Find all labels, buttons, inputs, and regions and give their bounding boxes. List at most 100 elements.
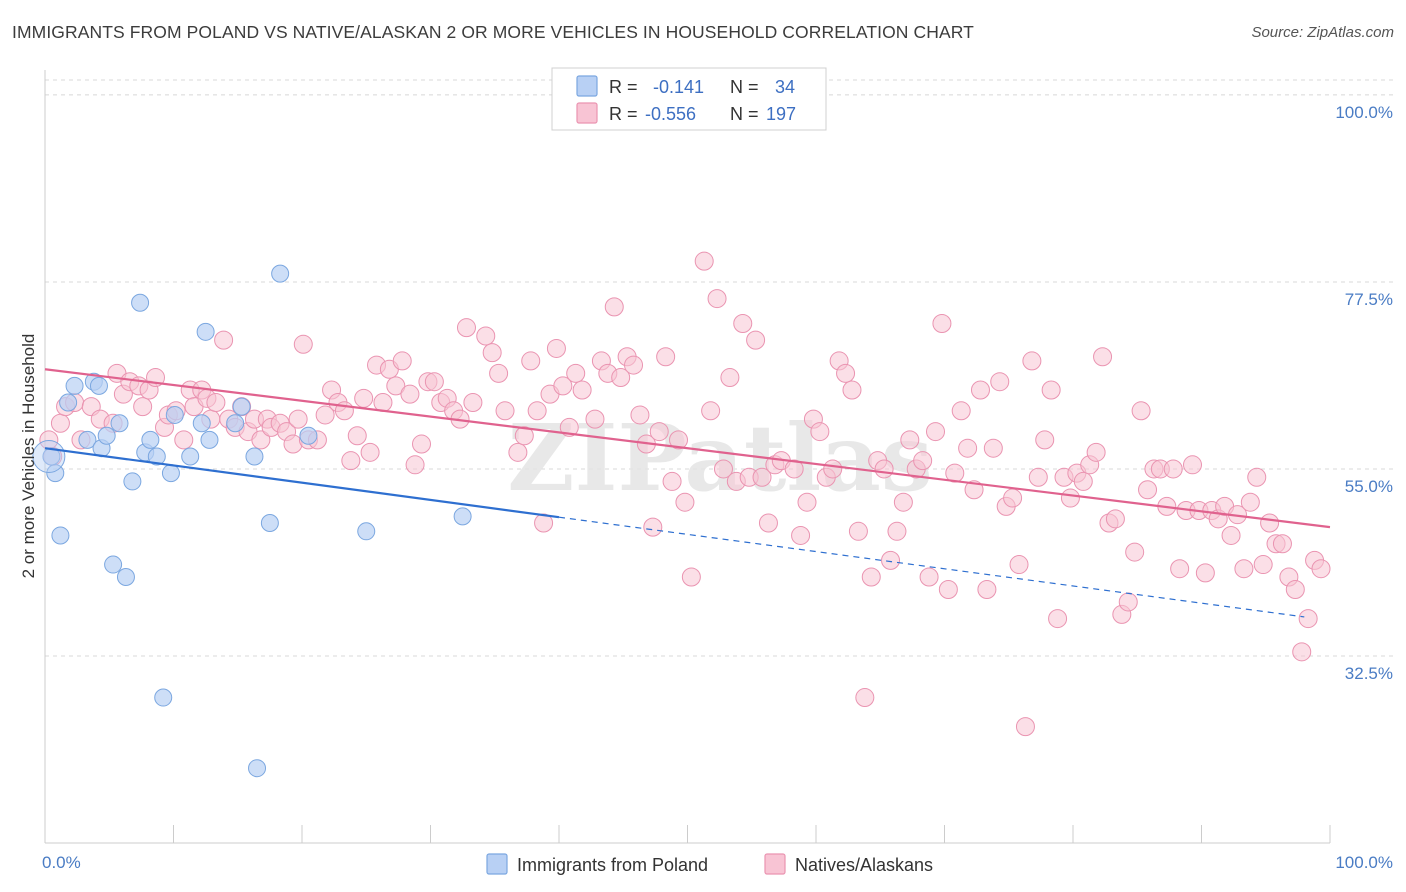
pink-point — [649, 422, 669, 442]
blue-point — [232, 397, 251, 416]
blue-point — [154, 688, 173, 707]
pink-point — [521, 351, 541, 371]
pink-point — [874, 459, 894, 479]
pink-point — [214, 330, 234, 350]
blue-point — [32, 440, 66, 473]
pink-point — [1048, 609, 1068, 629]
pink-point — [1311, 559, 1331, 579]
correlation-legend: R = -0.141 N = 34 R = -0.556 N = 197 — [551, 67, 827, 131]
blue-point — [104, 555, 123, 574]
pink-point — [1125, 542, 1145, 562]
pink-point — [133, 397, 153, 417]
tick-labels: 100.0% 77.5% 55.0% 32.5% 0.0% 100.0% — [42, 103, 1393, 872]
pink-point — [977, 579, 997, 599]
pink-point — [1131, 401, 1151, 421]
pink-point — [919, 567, 939, 587]
pink-point — [733, 314, 753, 334]
pink-point — [1118, 592, 1138, 612]
pink-point — [791, 525, 811, 545]
pink-point — [926, 422, 946, 442]
blue-point — [110, 414, 129, 433]
pink-point — [713, 459, 733, 479]
pink-point — [669, 430, 689, 450]
pink-point — [489, 363, 509, 383]
pink-point — [964, 480, 984, 500]
legend-n-label: N = — [730, 104, 759, 124]
pink-point — [456, 318, 476, 338]
pink-point — [887, 521, 907, 541]
pink-point — [315, 405, 335, 425]
pink-point — [970, 380, 990, 400]
legend-label-natives: Natives/Alaskans — [795, 855, 933, 875]
blue-point — [123, 472, 142, 491]
legend-r-value: -0.556 — [645, 104, 696, 124]
blue-point — [51, 526, 70, 545]
pink-point — [810, 422, 830, 442]
blue-point — [97, 426, 116, 445]
pink-point — [412, 434, 432, 454]
pink-point — [553, 376, 573, 396]
blue-point — [165, 405, 184, 424]
blue-point — [453, 507, 472, 526]
legend-swatch-blue — [486, 853, 508, 875]
chart-source: Source: ZipAtlas.com — [1251, 24, 1394, 41]
pink-point — [611, 368, 631, 388]
pink-point — [1003, 488, 1023, 508]
pink-point — [990, 372, 1010, 392]
y-axis-label: 2 or more Vehicles in Household — [19, 334, 38, 579]
pink-point — [848, 521, 868, 541]
pink-point — [1009, 555, 1029, 575]
y-tick-label: 55.0% — [1345, 477, 1393, 496]
pink-point — [463, 392, 483, 412]
pink-point — [354, 388, 374, 408]
pink-point — [424, 372, 444, 392]
trend-line-natives — [44, 368, 1331, 529]
blue-point — [59, 393, 78, 412]
blue-point — [196, 322, 215, 341]
legend-swatch-pink — [576, 102, 598, 124]
pink-point — [508, 442, 528, 462]
pink-point — [1170, 559, 1190, 579]
natives-alaskans-points — [39, 251, 1331, 737]
pink-point — [983, 438, 1003, 458]
pink-point — [951, 401, 971, 421]
pink-point — [1163, 459, 1183, 479]
pink-point — [400, 384, 420, 404]
blue-point — [192, 414, 211, 433]
pink-point — [1292, 642, 1312, 662]
pink-point — [50, 413, 70, 433]
x-tick-label: 0.0% — [42, 853, 81, 872]
pink-point — [1183, 455, 1203, 475]
blue-point — [147, 447, 166, 466]
pink-point — [1138, 480, 1158, 500]
legend-label-poland: Immigrants from Poland — [517, 855, 708, 875]
y-tick-label: 100.0% — [1335, 103, 1393, 122]
pink-point — [624, 355, 644, 375]
pink-point — [476, 326, 496, 346]
blue-point — [131, 293, 150, 312]
pink-point — [1022, 351, 1042, 371]
blue-point — [299, 426, 318, 445]
pink-point — [360, 442, 380, 462]
pink-point — [913, 451, 933, 471]
pink-point — [1221, 525, 1241, 545]
blue-point — [200, 430, 219, 449]
pink-point — [566, 363, 586, 383]
pink-point — [1015, 717, 1035, 737]
pink-point — [347, 426, 367, 446]
pink-point — [1073, 471, 1093, 491]
pink-point — [373, 392, 393, 412]
blue-point — [245, 447, 264, 466]
legend-n-value: 34 — [775, 77, 795, 97]
legend-swatch-pink — [764, 853, 786, 875]
pink-point — [1260, 513, 1280, 533]
legend-r-label: R = — [609, 77, 638, 97]
y-tick-label: 77.5% — [1345, 290, 1393, 309]
legend-n-label: N = — [730, 77, 759, 97]
pink-point — [341, 451, 361, 471]
pink-point — [893, 492, 913, 512]
y-tick-label: 32.5% — [1345, 664, 1393, 683]
trend-line-poland — [44, 447, 560, 519]
pink-point — [572, 380, 592, 400]
pink-point — [174, 430, 194, 450]
